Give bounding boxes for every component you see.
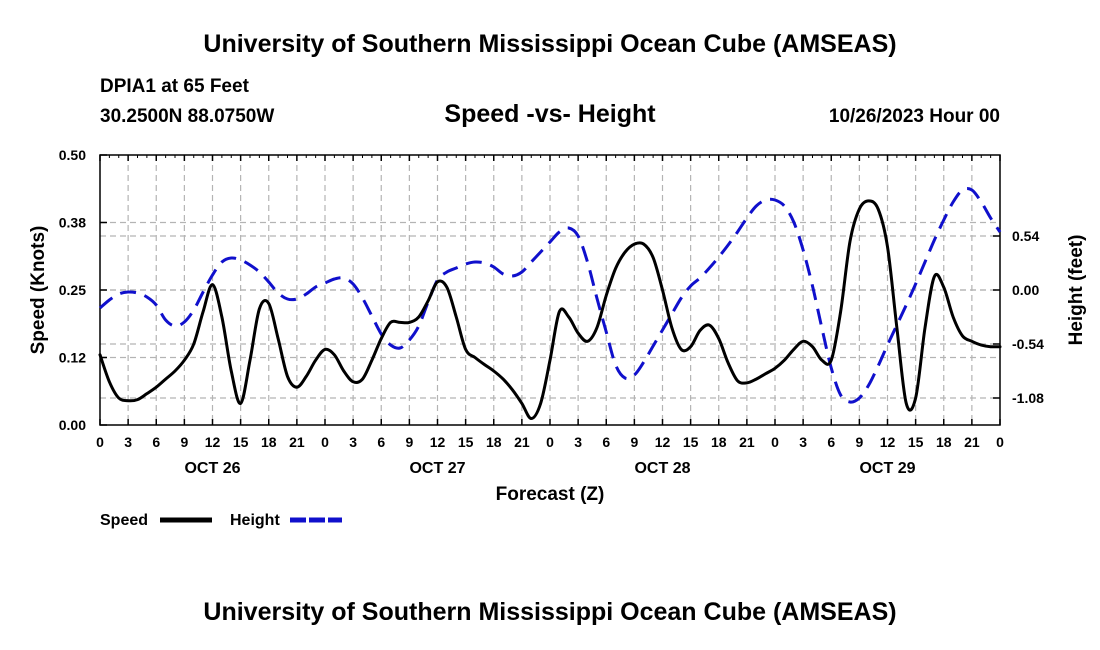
x-tick-label: 0 (771, 434, 779, 450)
x-tick-label: 3 (799, 434, 807, 450)
series-line-speed (98, 199, 1002, 421)
x-tick-label: 21 (964, 434, 980, 450)
y-axis-title-height: Height (feet) (1066, 235, 1087, 346)
x-tick-label: 6 (152, 434, 160, 450)
station-coordinates: 30.2500N 88.0750W (100, 106, 275, 127)
x-day-label: OCT 28 (634, 460, 690, 477)
y-axis-title-speed: Speed (Knots) (28, 226, 49, 355)
x-tick-label: 6 (377, 434, 385, 450)
y-left-tick-label: 0.00 (59, 417, 86, 433)
y-right-tick-label: -1.08 (1012, 390, 1044, 406)
chart-subtitle: Speed -vs- Height (444, 100, 656, 128)
x-tick-label: 0 (546, 434, 554, 450)
x-tick-label: 18 (486, 434, 502, 450)
x-tick-label: 12 (880, 434, 896, 450)
x-tick-label: 12 (430, 434, 446, 450)
x-tick-label: 12 (205, 434, 221, 450)
chart-main-title: University of Southern Mississippi Ocean… (203, 30, 897, 58)
x-tick-label: 15 (233, 434, 249, 450)
x-axis-title: Forecast (Z) (496, 484, 605, 505)
x-tick-label: 15 (908, 434, 924, 450)
station-label: DPIA1 at 65 Feet (100, 76, 249, 97)
x-tick-label: 21 (739, 434, 755, 450)
ticks-layer: 0 3 6 9 12 15 18 21 0 3 6 9 12 15 18 21 0 3 6 9 12 15 18 21 0 3 6 9… (59, 147, 1044, 477)
x-tick-label: 15 (458, 434, 474, 450)
x-day-label: OCT 26 (184, 460, 240, 477)
x-tick-label: 3 (574, 434, 582, 450)
y-right-tick-label: 0.00 (1012, 282, 1039, 298)
x-tick-label: 21 (514, 434, 530, 450)
x-day-label: OCT 27 (409, 460, 465, 477)
y-left-tick-label: 0.38 (59, 215, 86, 231)
x-tick-label: 6 (827, 434, 835, 450)
x-tick-label: 0 (96, 434, 104, 450)
x-tick-label: 9 (855, 434, 863, 450)
x-tick-label: 9 (405, 434, 413, 450)
x-tick-label: 18 (261, 434, 277, 450)
x-tick-label: 15 (683, 434, 699, 450)
y-left-tick-label: 0.50 (59, 147, 86, 163)
x-day-label: OCT 29 (859, 460, 915, 477)
y-right-tick-label: -0.54 (1012, 336, 1044, 352)
x-tick-label: 0 (321, 434, 329, 450)
forecast-datetime: 10/26/2023 Hour 00 (828, 106, 1000, 127)
grid-layer (100, 155, 1000, 425)
legend-height-label: Height (230, 512, 280, 529)
x-tick-label: 18 (711, 434, 727, 450)
chart-footer-title: University of Southern Mississippi Ocean… (203, 598, 897, 626)
legend: Speed Height (100, 512, 342, 529)
x-tick-label: 9 (630, 434, 638, 450)
series-layer (98, 187, 1002, 421)
series-line-height (99, 187, 1002, 404)
y-left-tick-label: 0.12 (59, 350, 86, 366)
x-tick-label: 12 (655, 434, 671, 450)
y-left-tick-label: 0.25 (59, 282, 86, 298)
x-tick-label: 18 (936, 434, 952, 450)
legend-speed-label: Speed (100, 512, 148, 529)
y-right-tick-label: 0.54 (1012, 228, 1039, 244)
x-tick-label: 6 (602, 434, 610, 450)
x-tick-label: 3 (124, 434, 132, 450)
x-tick-label: 9 (180, 434, 188, 450)
x-tick-label: 21 (289, 434, 305, 450)
x-tick-label: 3 (349, 434, 357, 450)
x-tick-label: 0 (996, 434, 1004, 450)
